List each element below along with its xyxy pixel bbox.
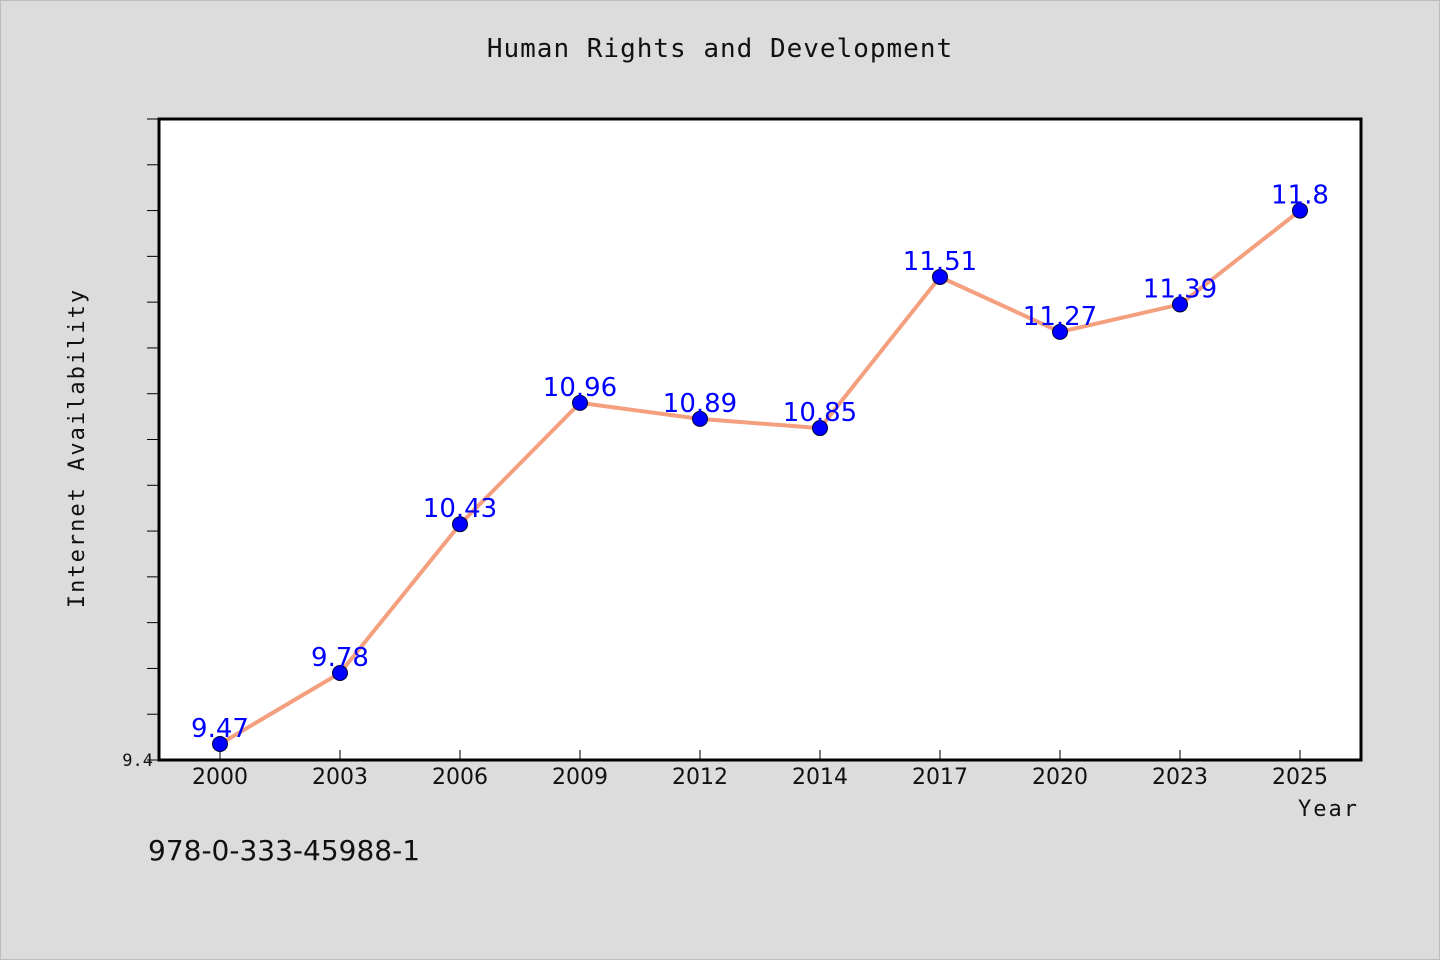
data-point — [1052, 323, 1068, 340]
x-tick-label: 2014 — [792, 765, 848, 790]
data-point — [332, 665, 348, 682]
data-label: 11.27 — [1023, 302, 1097, 332]
data-label: 9.78 — [311, 643, 369, 673]
data-point — [1172, 296, 1188, 313]
data-label: 11.39 — [1143, 274, 1217, 304]
data-point — [812, 420, 828, 437]
data-point — [932, 268, 948, 285]
plot-area — [157, 117, 1363, 762]
data-point — [692, 410, 708, 427]
x-tick-label: 2009 — [552, 765, 608, 790]
data-point — [212, 735, 228, 752]
data-point — [1292, 202, 1308, 219]
data-label: 11.8 — [1271, 181, 1329, 211]
x-tick-label: 2023 — [1152, 765, 1208, 790]
x-tick-label: 2000 — [192, 765, 248, 790]
data-label: 10.85 — [783, 398, 857, 428]
series-line — [218, 209, 1302, 746]
data-label: 10.43 — [423, 494, 497, 524]
chart-title: Human Rights and Development — [486, 34, 954, 64]
x-tick-label: 2006 — [432, 765, 488, 790]
x-axis-ticks: 2000 2003 2006 2009 2012 2014 2017 2020 2023 2025 — [192, 750, 1328, 790]
data-label: 11.51 — [903, 247, 977, 277]
data-label: 9.47 — [191, 714, 249, 744]
x-tick-label: 2003 — [312, 765, 368, 790]
data-point — [572, 394, 588, 411]
data-markers — [212, 202, 1308, 752]
x-axis-title: Year — [1298, 797, 1359, 822]
data-point — [452, 516, 468, 533]
y-axis-ticks — [147, 118, 159, 761]
data-label: 10.96 — [543, 373, 617, 403]
x-tick-label: 2025 — [1272, 765, 1328, 790]
data-label: 10.89 — [663, 389, 737, 419]
x-tick-label: 2017 — [912, 765, 968, 790]
data-labels: 9.47 9.78 10.43 10.96 10.89 10.85 11.51 11.27 11… — [191, 181, 1329, 744]
y-axis-title: Internet Availability — [65, 288, 90, 608]
y-tick-label: 9.4 — [122, 751, 153, 771]
x-tick-label: 2012 — [672, 765, 728, 790]
footer-isbn: 978-0-333-45988-1 — [148, 834, 421, 867]
x-tick-label: 2020 — [1032, 765, 1088, 790]
